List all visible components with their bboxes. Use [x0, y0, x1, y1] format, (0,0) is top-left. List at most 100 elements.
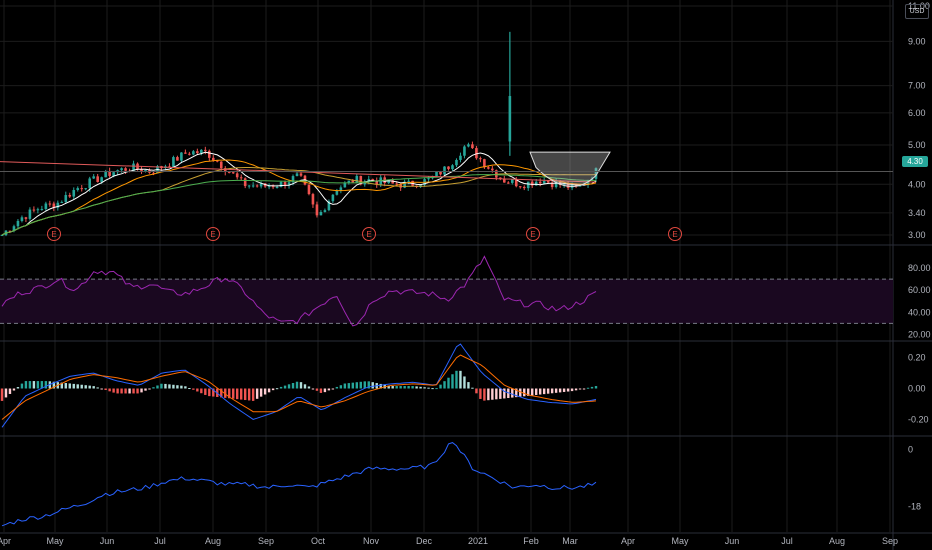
cup-pattern-shape [529, 151, 611, 187]
macd-histogram-bar [4, 388, 8, 398]
candle-body [80, 188, 84, 190]
macd-histogram-bar [331, 388, 335, 390]
macd-histogram-bar [299, 382, 303, 389]
time-axis-label: Jun [725, 536, 740, 546]
earnings-marker-label: E [530, 230, 535, 239]
candle-body [471, 144, 474, 149]
earnings-marker-label: E [51, 230, 56, 239]
macd-histogram-bar [124, 388, 127, 394]
macd-histogram-bar [36, 381, 40, 389]
ma-green [1, 174, 597, 236]
candle-body [387, 180, 390, 183]
candle-body [24, 217, 28, 219]
time-axis-label: Aug [829, 536, 845, 546]
currency-badge[interactable]: USD [905, 4, 929, 19]
macd-histogram-bar [554, 388, 558, 393]
macd-histogram-bar [403, 386, 406, 389]
time-axis-label: May [46, 536, 64, 546]
macd-histogram-bar [88, 385, 91, 389]
macd-histogram-bar [335, 386, 339, 389]
macd-histogram-bar [519, 388, 522, 397]
candle-body [562, 183, 566, 185]
macd-histogram-bar [104, 388, 107, 391]
macd-histogram-bar [204, 388, 207, 395]
candle-body [483, 159, 486, 168]
macd-histogram-bar [542, 388, 546, 395]
candle-body [463, 146, 466, 156]
price-tick-label: 9.00 [908, 36, 926, 46]
macd-histogram-bar [351, 382, 355, 389]
macd-histogram-bar [395, 386, 398, 389]
macd-histogram-bar [100, 388, 103, 390]
candle-body [307, 184, 311, 195]
time-axis-label: Aug [205, 536, 221, 546]
earnings-marker-icon [47, 227, 61, 241]
macd-histogram-bar [148, 388, 151, 390]
time-axis-label: Jul [781, 536, 793, 546]
candle-body [522, 186, 526, 189]
rsi-line [1, 255, 597, 327]
macd-histogram-bar [196, 388, 199, 392]
macd-histogram-bar [271, 388, 275, 391]
candle-body [28, 209, 32, 219]
time-axis-label: Nov [363, 536, 380, 546]
macd-histogram-bar [586, 387, 590, 389]
candle-body [514, 179, 518, 187]
macd-histogram-bar [251, 388, 255, 401]
candle-body [112, 172, 115, 176]
line-indicator [1, 442, 597, 527]
macd-histogram-bar [515, 388, 518, 398]
rsi-tick-label: 80.00 [908, 263, 931, 273]
macd-histogram-bar [531, 388, 534, 396]
macd-histogram-bar [363, 381, 366, 389]
candle-body [188, 153, 191, 155]
macd-histogram-bar [419, 386, 422, 389]
candle-body [435, 171, 438, 177]
candle-body [215, 160, 219, 162]
macd-histogram-bar [367, 381, 370, 389]
line-tick-label: 0 [908, 445, 913, 455]
macd-histogram-bar [467, 382, 470, 389]
macd-histogram-bar [144, 388, 147, 391]
macd-histogram-bar [267, 388, 271, 393]
candle-body [44, 203, 48, 209]
candle-body [140, 169, 143, 172]
rsi-tick-label: 60.00 [908, 285, 931, 295]
candle-body [335, 190, 339, 195]
candle-body [491, 168, 494, 171]
price-tick-label: 4.00 [908, 179, 926, 189]
macd-histogram-bar [28, 381, 32, 389]
macd-histogram-bar [136, 388, 139, 394]
macd-histogram-bar [164, 383, 167, 389]
macd-histogram-bar [463, 376, 466, 389]
time-axis-label: 2021 [468, 536, 488, 546]
macd-tick-label: 0.20 [908, 353, 926, 363]
candle-body [231, 172, 235, 174]
macd-histogram-bar [371, 382, 374, 389]
candle-body [343, 182, 347, 188]
signal-line [1, 354, 597, 420]
candle-body [124, 168, 127, 171]
price-tick-label: 11.00 [908, 1, 930, 11]
macd-histogram-bar [243, 388, 247, 401]
line-tick-label: -18 [908, 502, 921, 512]
time-axis-label: Jun [100, 536, 115, 546]
earnings-marker-icon [362, 227, 376, 241]
macd-histogram-bar [527, 388, 530, 396]
candle-body [375, 180, 379, 185]
macd-line [1, 343, 597, 428]
macd-histogram-bar [255, 388, 259, 399]
candle-body [447, 166, 450, 170]
macd-histogram-bar [339, 385, 343, 389]
earnings-marker-icon [206, 227, 220, 241]
candle-body [144, 170, 147, 172]
candle-body [56, 202, 60, 208]
candle-body [518, 186, 522, 188]
macd-histogram-bar [487, 388, 490, 401]
macd-histogram-bar [431, 388, 434, 390]
macd-histogram-bar [443, 381, 446, 389]
candle-body [510, 179, 514, 183]
candle-body [554, 181, 558, 188]
